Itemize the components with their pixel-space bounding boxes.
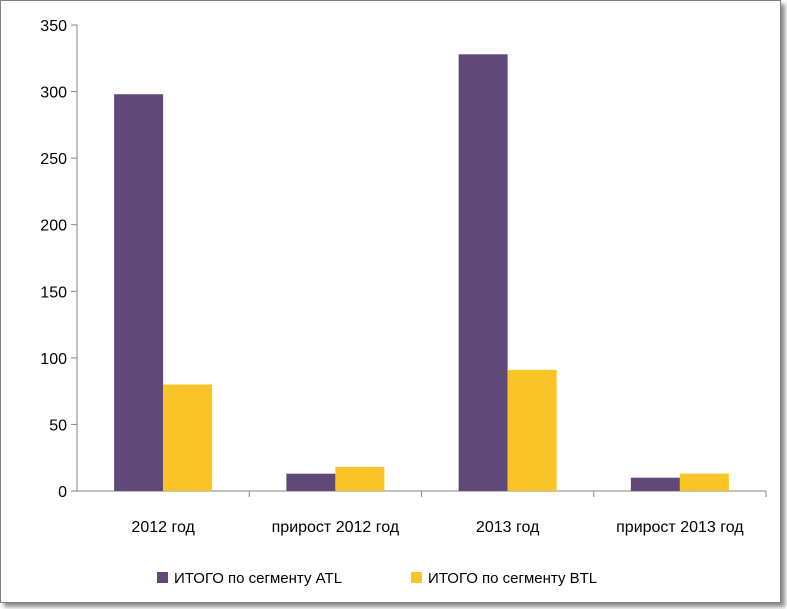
bar <box>286 473 336 491</box>
x-category-label: 2012 год <box>131 519 195 536</box>
x-category-label: прирост 2013 год <box>616 519 744 536</box>
legend-label: ИТОГО по сегменту BTL <box>428 570 597 587</box>
bar <box>507 369 557 491</box>
labels-layer: 0 50 100 150 200 250 300 350 2012 год прирост 201… <box>40 18 744 536</box>
y-tick-label: 250 <box>40 151 67 168</box>
legend-swatch <box>411 572 422 583</box>
y-tick-label: 100 <box>40 351 67 368</box>
bars-layer <box>114 54 729 491</box>
y-tick-label: 300 <box>40 85 67 102</box>
x-category-label: прирост 2012 год <box>272 519 400 536</box>
bar <box>335 467 385 491</box>
y-tick-label: 50 <box>49 417 67 434</box>
legend-swatch <box>157 572 168 583</box>
bar-chart: 0 50 100 150 200 250 300 350 2012 год прирост 201… <box>40 18 767 587</box>
bar <box>679 473 729 491</box>
bar <box>630 477 680 491</box>
y-tick-label: 0 <box>58 484 67 501</box>
bar <box>114 94 164 491</box>
legend: ИТОГО по сегменту ATL ИТОГО по сегменту B… <box>157 570 597 587</box>
x-category-label: 2013 год <box>476 519 540 536</box>
y-tick-label: 350 <box>40 18 67 35</box>
bar <box>458 54 508 491</box>
bar <box>163 384 213 491</box>
y-tick-label: 200 <box>40 218 67 235</box>
y-tick-label: 150 <box>40 284 67 301</box>
legend-label: ИТОГО по сегменту ATL <box>174 570 342 587</box>
